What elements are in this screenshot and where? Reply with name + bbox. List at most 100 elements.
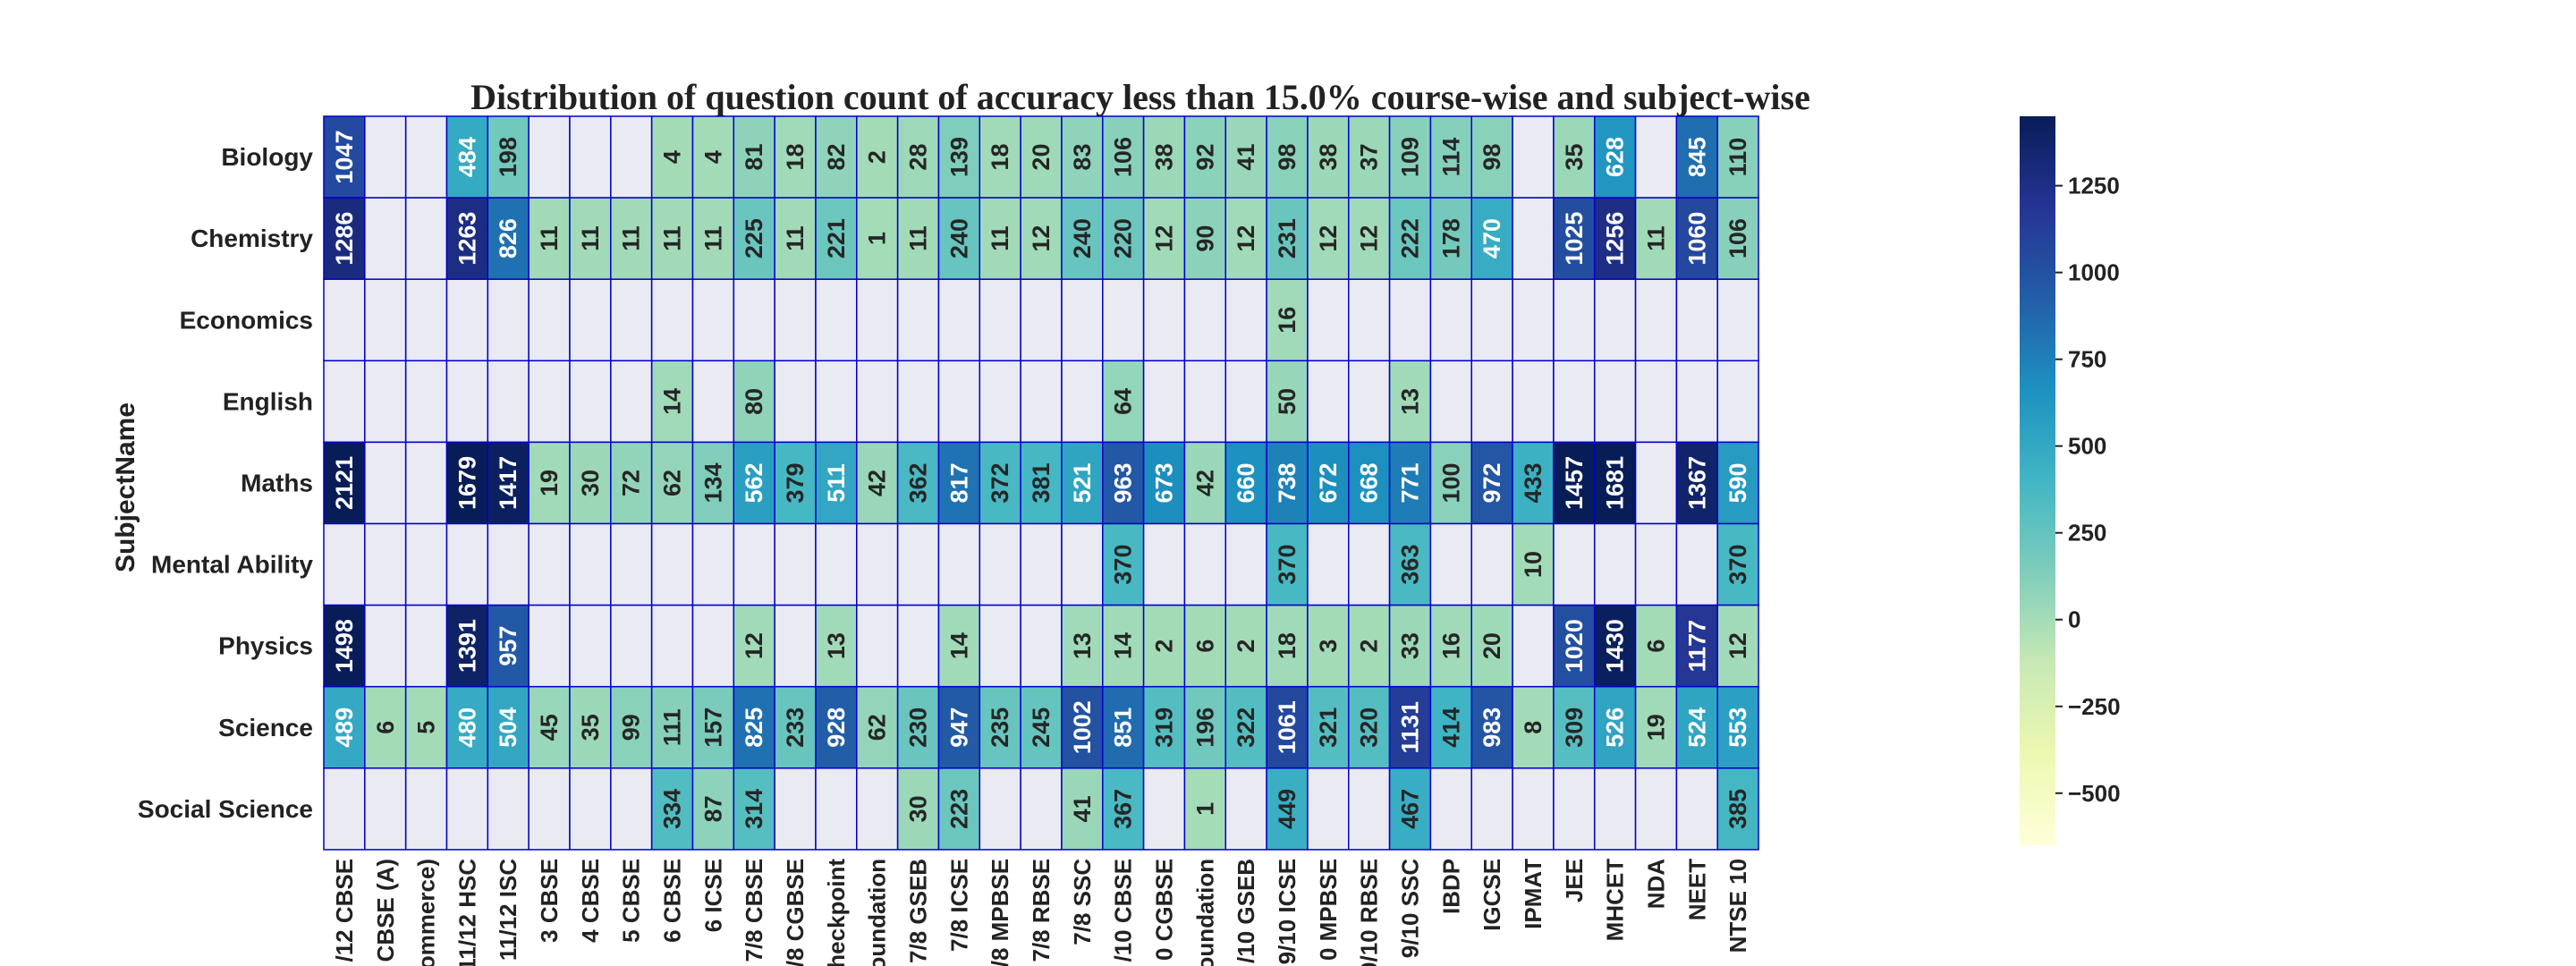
cell-value-label: 414 bbox=[1437, 708, 1464, 748]
heatmap-cell bbox=[733, 197, 775, 280]
cell-value-label: 16 bbox=[1437, 632, 1464, 659]
heatmap-cell bbox=[1061, 278, 1104, 362]
colorbar-tick-label: 1000 bbox=[2068, 259, 2120, 286]
heatmap-cell bbox=[1183, 197, 1227, 280]
heatmap-cell bbox=[445, 278, 489, 362]
heatmap-cell bbox=[937, 360, 981, 444]
cell-value-label: 983 bbox=[1479, 708, 1505, 748]
cell-value-label: 672 bbox=[1315, 462, 1342, 503]
cell-value-label: 12 bbox=[1356, 225, 1383, 252]
heatmap-cell bbox=[1102, 360, 1145, 444]
cell-value-label: 12 bbox=[741, 632, 767, 659]
heatmap-cell bbox=[691, 360, 735, 444]
heatmap-cell bbox=[569, 767, 612, 851]
heatmap-cell bbox=[650, 278, 694, 362]
cell-value-label: 80 bbox=[741, 388, 767, 415]
heatmap-cell bbox=[364, 115, 407, 199]
cell-value-label: 817 bbox=[945, 462, 972, 503]
heatmap-cell bbox=[815, 278, 858, 362]
cell-value-label: 628 bbox=[1602, 137, 1629, 177]
cell-value-label: 16 bbox=[1274, 307, 1301, 334]
cell-value-label: 42 bbox=[1191, 470, 1218, 496]
cell-value-label: 370 bbox=[1110, 545, 1137, 585]
chart-title: Distribution of question count of accura… bbox=[470, 77, 1810, 117]
heatmap-cell bbox=[815, 685, 858, 769]
heatmap-cell bbox=[1593, 360, 1637, 444]
cell-value-label: 222 bbox=[1396, 218, 1423, 258]
heatmap-cell bbox=[1429, 522, 1472, 606]
cell-value-label: 2 bbox=[1151, 640, 1178, 653]
heatmap-cell bbox=[896, 360, 940, 444]
row-label: Chemistry bbox=[191, 225, 313, 252]
heatmap-cell bbox=[487, 767, 530, 851]
column-label: 11/12 ISC bbox=[495, 859, 521, 961]
cell-value-label: 109 bbox=[1396, 137, 1423, 177]
heatmap-cell bbox=[404, 522, 448, 606]
cell-value-label: 12 bbox=[1724, 632, 1751, 659]
column-label: oundation bbox=[864, 859, 891, 966]
cell-value-label: 2121 bbox=[331, 456, 358, 510]
heatmap-cell bbox=[1224, 767, 1267, 851]
cell-value-label: 11 bbox=[1642, 225, 1669, 251]
colorbar-gradient bbox=[2020, 116, 2055, 845]
heatmap-cell bbox=[650, 604, 694, 688]
cell-value-label: 50 bbox=[1274, 388, 1301, 415]
heatmap-cell bbox=[1512, 115, 1555, 199]
cell-value-label: 12 bbox=[1315, 225, 1342, 252]
heatmap-cell bbox=[1142, 767, 1186, 851]
heatmap-cell bbox=[650, 685, 694, 769]
heatmap-cell bbox=[1512, 360, 1555, 444]
cell-value-label: 196 bbox=[1191, 708, 1218, 748]
cell-value-label: 11 bbox=[987, 225, 1013, 251]
cell-value-label: 1047 bbox=[331, 131, 358, 184]
cell-value-label: 42 bbox=[864, 470, 891, 496]
column-label: 0 MPBSE bbox=[1315, 859, 1342, 961]
heatmap-cell bbox=[1020, 767, 1063, 851]
cell-value-label: 14 bbox=[945, 632, 972, 659]
cell-value-label: 1256 bbox=[1602, 212, 1629, 266]
cell-value-label: 12 bbox=[1028, 225, 1055, 252]
heatmap-cell bbox=[1429, 197, 1472, 280]
cell-value-label: 2 bbox=[1356, 640, 1383, 653]
heatmap-cell bbox=[569, 522, 612, 606]
heatmap-cell bbox=[404, 604, 448, 688]
colorbar-tick-label: 500 bbox=[2068, 433, 2106, 460]
row-label: Maths bbox=[241, 469, 313, 496]
column-label: IPMAT bbox=[1520, 859, 1546, 929]
heatmap-cell bbox=[445, 685, 489, 769]
heatmap-cell bbox=[1388, 604, 1432, 688]
cell-value-label: 12 bbox=[1151, 225, 1178, 252]
column-label: 0 CGBSE bbox=[1151, 859, 1178, 961]
heatmap-cell bbox=[1388, 441, 1432, 525]
heatmap-cell bbox=[1102, 197, 1145, 280]
heatmap-cell bbox=[1266, 441, 1309, 525]
heatmap-cell bbox=[979, 278, 1021, 362]
cell-value-label: 41 bbox=[1069, 795, 1096, 822]
colorbar-tick-label: 1250 bbox=[2068, 173, 2120, 199]
heatmap-cell bbox=[1553, 441, 1596, 525]
heatmap-cell bbox=[1675, 115, 1718, 199]
heatmap-cell bbox=[1512, 522, 1555, 606]
heatmap-cell bbox=[1102, 441, 1145, 525]
cell-value-label: 62 bbox=[864, 714, 891, 741]
heatmap-cell bbox=[1429, 604, 1472, 688]
column-label: 11/12 HSC bbox=[453, 859, 480, 966]
cell-value-label: 6 bbox=[1191, 640, 1218, 653]
cell-value-label: 12 bbox=[1233, 225, 1259, 252]
heatmap-cell bbox=[1266, 685, 1309, 769]
heatmap-cell bbox=[1061, 767, 1104, 851]
heatmap-cell bbox=[1716, 522, 1759, 606]
cell-value-label: 521 bbox=[1069, 462, 1096, 503]
cell-value-label: 6 bbox=[1642, 640, 1669, 653]
cell-value-label: 562 bbox=[741, 462, 767, 503]
heatmap-cell bbox=[1675, 604, 1718, 688]
heatmap-cell bbox=[1183, 115, 1227, 199]
cell-value-label: 1 bbox=[1191, 802, 1218, 816]
column-label: 6 ICSE bbox=[699, 859, 726, 932]
heatmap-cell bbox=[610, 278, 653, 362]
heatmap-cell bbox=[323, 767, 366, 851]
cell-value-label: 553 bbox=[1724, 708, 1751, 748]
cell-value-label: 110 bbox=[1724, 138, 1751, 177]
heatmap-cell bbox=[1307, 441, 1350, 525]
cell-value-label: 1367 bbox=[1683, 456, 1710, 510]
